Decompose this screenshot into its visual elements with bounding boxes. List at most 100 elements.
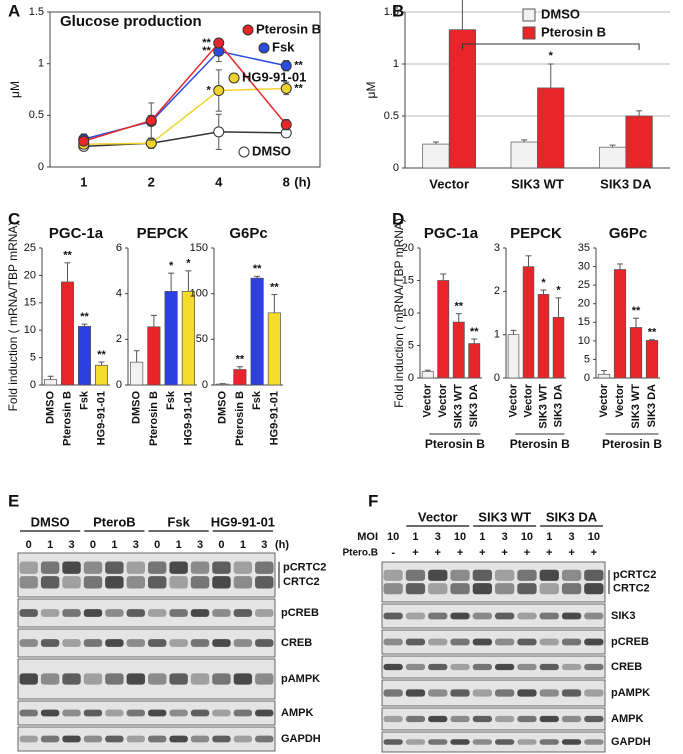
- bar: [216, 383, 230, 386]
- x-tick-label: 2: [148, 174, 155, 189]
- blot-band: [83, 576, 103, 589]
- blot-band: [450, 638, 470, 646]
- blot-band: [495, 583, 515, 595]
- bar: [452, 321, 465, 379]
- blot-band: [428, 715, 448, 723]
- significance-label: *: [206, 84, 211, 96]
- blot-band: [190, 639, 210, 647]
- blot-band: [233, 639, 253, 647]
- y-axis-label: μM: [8, 81, 22, 98]
- y-tick-label: 15: [402, 274, 414, 286]
- y-tick-label: 30: [578, 260, 590, 272]
- x-tick-label: Vector: [522, 383, 534, 417]
- bar: [645, 340, 659, 379]
- y-tick-label: 0.5: [29, 109, 44, 121]
- blot-band: [472, 583, 492, 595]
- y-tick-label: 15: [578, 316, 590, 328]
- blot-strip: [381, 655, 606, 679]
- y-tick-label: 5: [584, 353, 590, 365]
- blot-band: [233, 609, 253, 617]
- blot-band: [584, 638, 604, 646]
- blot-band: [126, 735, 145, 743]
- lane-label: 0: [26, 539, 32, 551]
- blot-band: [561, 739, 582, 745]
- bar: [597, 373, 611, 379]
- blot-band: [584, 715, 604, 723]
- x-tick-label: Vector: [422, 383, 434, 417]
- blot-band: [450, 583, 470, 595]
- blot-band: [383, 569, 403, 581]
- blot-band: [40, 673, 60, 685]
- x-tick-label: Fsk: [251, 390, 263, 410]
- x-tick-label: Pterosin B: [61, 391, 73, 446]
- blot-band: [169, 709, 188, 717]
- panel-label: E: [8, 491, 19, 510]
- blot-band: [190, 609, 210, 617]
- blot-band: [105, 576, 124, 589]
- blot-band: [495, 715, 515, 723]
- blot-band: [255, 709, 274, 717]
- legend-swatch: [522, 8, 536, 22]
- blot-band: [83, 735, 103, 743]
- panel-label: C: [8, 209, 20, 228]
- blot-band: [255, 609, 274, 617]
- lane-label: 1: [412, 531, 418, 543]
- blot-band: [83, 561, 103, 574]
- blot-band: [472, 689, 492, 697]
- blot-band: [584, 569, 604, 581]
- series-line: [83, 131, 287, 148]
- y-tick-label: 1: [38, 58, 44, 70]
- blot-band: [212, 609, 231, 617]
- y-axis-label: μM: [364, 82, 378, 99]
- blot-band: [169, 576, 188, 589]
- blot-band: [190, 561, 210, 574]
- significance-label: **: [236, 354, 245, 366]
- blot-band: [495, 689, 515, 697]
- y-tick-label: 3: [494, 242, 500, 254]
- blot-band: [539, 638, 559, 646]
- blot-band: [19, 709, 38, 717]
- bar: [421, 371, 434, 379]
- data-point: [213, 126, 225, 138]
- blot-band: [561, 663, 582, 671]
- blot-band: [83, 609, 103, 617]
- band-label: CRTC2: [613, 583, 650, 595]
- blot-band: [383, 739, 403, 745]
- bar: [510, 141, 538, 169]
- y-tick-label: 0: [584, 372, 590, 384]
- blot-band: [83, 673, 103, 685]
- panel-label: D: [392, 209, 404, 228]
- x-tick-label: Pterosin B: [234, 391, 246, 446]
- blot-strip: [17, 552, 276, 598]
- significance-label: **: [97, 349, 106, 361]
- blot-band: [517, 612, 537, 620]
- group-label: PteroB: [93, 514, 136, 529]
- blot-band: [255, 639, 274, 647]
- group-label: HG9-91-01: [211, 514, 275, 529]
- blot-band: [148, 673, 167, 685]
- blot-band: [255, 673, 274, 685]
- x-tick-label: SIK3 DA: [646, 384, 658, 427]
- x-tick-label: SIK3 WT: [537, 384, 549, 429]
- x-tick-label: 4: [215, 174, 223, 189]
- x-tick-label: SIK3 DA: [468, 384, 480, 427]
- blot-band: [428, 638, 448, 646]
- blot-band: [539, 689, 559, 697]
- blot-band: [584, 583, 604, 595]
- blot-band: [212, 709, 231, 717]
- legend-marker: [242, 24, 254, 36]
- lane-label: +: [591, 547, 597, 559]
- panel-label: A: [8, 1, 20, 20]
- blot-band: [561, 612, 582, 620]
- y-tick-label: 0: [38, 161, 44, 173]
- blot-band: [212, 561, 231, 574]
- blot-band: [169, 609, 188, 617]
- blot-band: [169, 735, 188, 743]
- chart-title: PGC-1a: [49, 225, 104, 242]
- group-label: Pterosin B: [425, 437, 485, 451]
- blot-band: [495, 612, 515, 620]
- blot-band: [383, 583, 403, 595]
- blot-band: [517, 569, 537, 581]
- blot-band: [40, 639, 60, 647]
- legend-label: DMSO: [541, 6, 580, 21]
